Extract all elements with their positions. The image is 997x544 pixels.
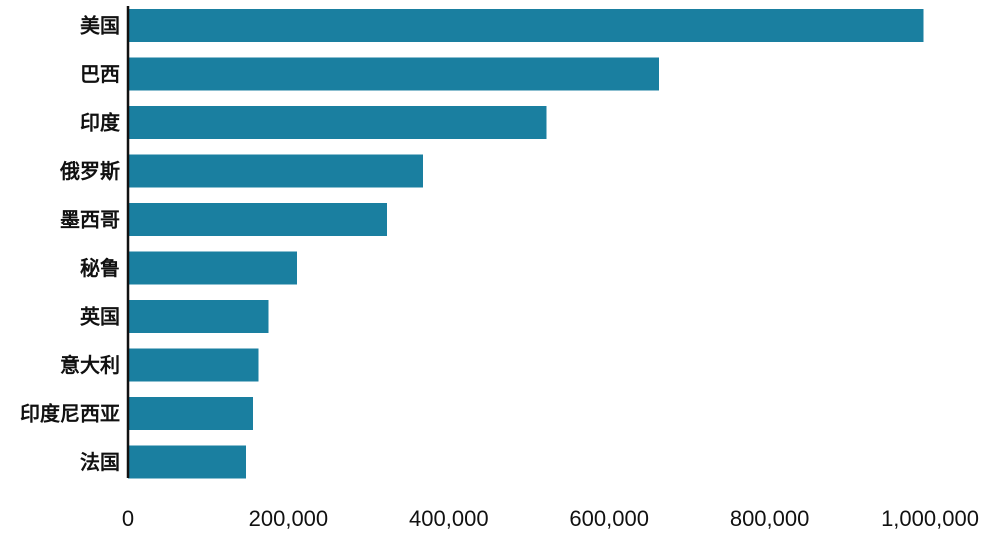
bar-2 (128, 106, 547, 139)
category-label-5: 秘鲁 (80, 256, 120, 280)
category-label-8: 印度尼西亚 (20, 402, 120, 426)
category-label-6: 英国 (80, 305, 120, 329)
x-tick-labels: 0 200,000 400,000 600,000 800,000 1,000,000 (122, 506, 979, 531)
x-tick-label-4: 800,000 (730, 506, 810, 531)
category-label-7: 意大利 (60, 353, 120, 377)
bars-group (128, 9, 924, 479)
category-label-9: 法国 (80, 450, 120, 474)
bar-9 (128, 445, 246, 479)
category-label-3: 俄罗斯 (59, 159, 120, 183)
bar-0 (128, 9, 924, 42)
category-label-1: 巴西 (80, 62, 120, 86)
bar-8 (128, 397, 254, 430)
x-tick-label-2: 400,000 (409, 506, 489, 531)
bar-6 (128, 300, 269, 333)
x-tick-label-0: 0 (122, 506, 134, 531)
category-label-4: 墨西哥 (60, 208, 120, 232)
bar-3 (128, 154, 424, 188)
category-label-2: 印度 (80, 111, 121, 135)
bar-5 (128, 251, 298, 285)
bar-7 (128, 348, 259, 382)
category-label-0: 美国 (80, 14, 120, 38)
x-tick-label-3: 600,000 (569, 506, 649, 531)
bar-4 (128, 203, 388, 236)
x-tick-label-1: 200,000 (249, 506, 329, 531)
x-tick-label-5: 1,000,000 (881, 506, 979, 531)
bar-1 (128, 57, 659, 91)
